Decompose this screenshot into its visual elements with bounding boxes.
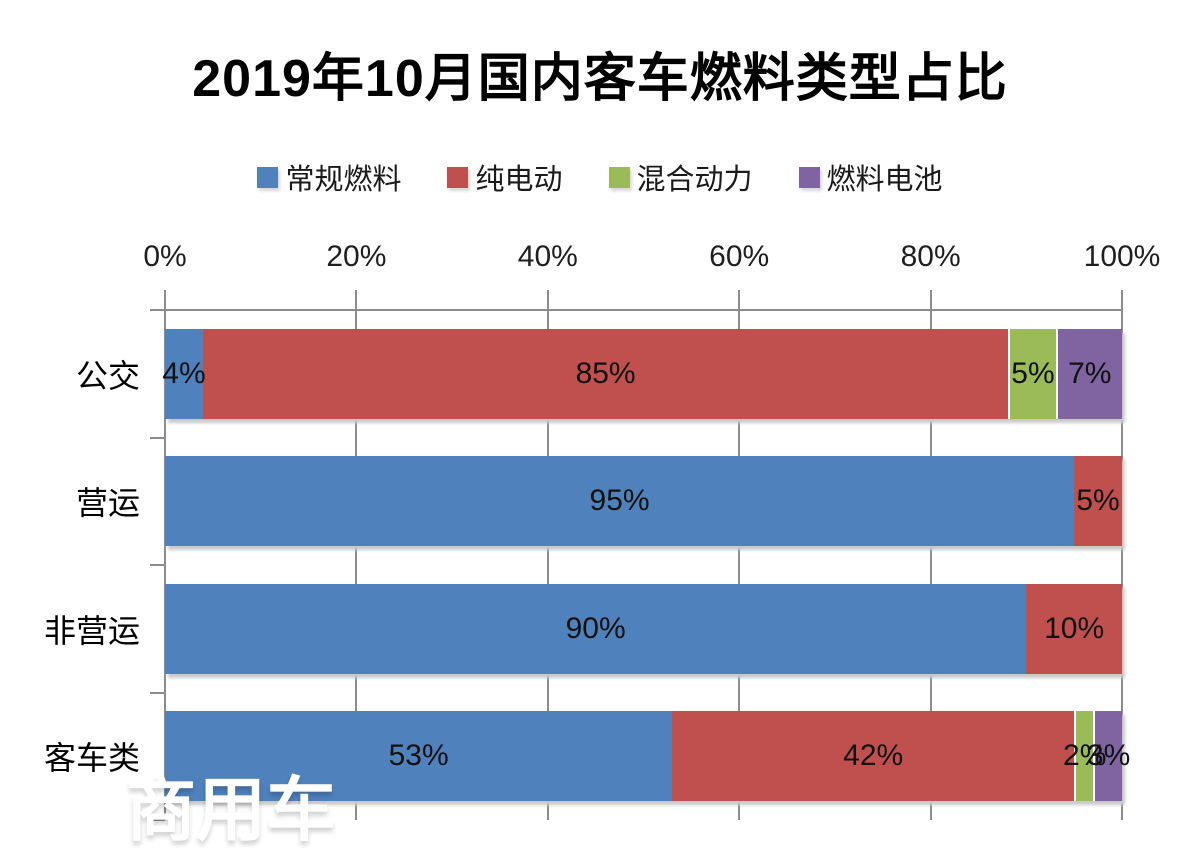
gridline: [929, 290, 932, 820]
bar-row: 90% 10%: [165, 583, 1122, 674]
legend-label: 燃料电池: [826, 164, 943, 196]
legend-item: 纯电动: [447, 156, 563, 198]
y-axis-tick: [150, 691, 165, 694]
legend-label: 混合动力: [636, 164, 753, 196]
legend-item: 混合动力: [608, 156, 753, 198]
bar-segment: 2%: [1063, 711, 1106, 802]
bar-segment: 90%: [165, 583, 1027, 674]
segment-value-label: 90%: [565, 611, 626, 645]
bar-segment: 5%: [1074, 456, 1122, 547]
y-axis-tick: [150, 436, 165, 439]
legend-swatch-icon: [257, 166, 279, 188]
x-tick-label: 60%: [709, 240, 770, 273]
bar-row: 95% 5%: [165, 456, 1122, 547]
segment-value-label: 95%: [589, 484, 650, 518]
bar-segment: 5%: [1008, 328, 1056, 419]
legend-item: 燃料电池: [798, 156, 943, 198]
bar-segment: 7%: [1055, 328, 1122, 419]
segment-value-label: 5%: [1076, 484, 1120, 518]
gridline: [355, 290, 358, 820]
segment-value-label: 5%: [1011, 356, 1055, 390]
bar-row: 4% 85% 5% 7%: [162, 328, 1122, 419]
segment-value-label: 53%: [388, 739, 449, 773]
segment-value-label: 85%: [575, 356, 636, 390]
segment-value-label: 2%: [1063, 739, 1107, 773]
legend-label: 常规燃料: [285, 164, 402, 196]
gridline: [546, 290, 549, 820]
x-tick-label: 80%: [900, 240, 961, 273]
watermark-text: 商用车: [126, 771, 336, 849]
y-axis-tick: [150, 819, 165, 821]
x-tick-label: 0%: [143, 240, 187, 273]
segment-value-label: 7%: [1068, 356, 1112, 390]
x-tick-label: 100%: [1083, 240, 1161, 273]
category-label: 营运: [75, 485, 140, 522]
segment-value-label: 4%: [162, 356, 206, 390]
gridline: [738, 290, 741, 820]
chart-title: 2019年10月国内客车燃料类型占比: [192, 50, 1008, 108]
bar-segment: 3%: [1087, 711, 1130, 802]
legend-swatch-icon: [608, 166, 630, 188]
y-axis-line: [164, 290, 166, 820]
bar-segment: 95%: [165, 456, 1075, 547]
bar-segment: 4%: [162, 328, 206, 419]
y-axis-tick: [150, 564, 165, 566]
segment-value-label: 42%: [843, 739, 904, 773]
y-axis-tick: [150, 309, 165, 311]
bar-segment: 85%: [202, 328, 1009, 419]
category-label: 公交: [75, 357, 140, 394]
x-tick-label: 40%: [517, 240, 578, 273]
bar-segment: 53%: [165, 711, 673, 802]
legend-swatch-icon: [798, 166, 820, 188]
category-label: 客车类: [43, 740, 140, 777]
segment-value-label: 3%: [1086, 739, 1131, 773]
legend-label: 纯电动: [475, 164, 563, 196]
legend: 常规燃料 纯电动 混合动力 燃料电池: [0, 156, 1200, 198]
plot-top-border: [150, 309, 1122, 311]
bar-segment: 42%: [672, 711, 1075, 802]
segment-value-label: 10%: [1044, 611, 1105, 645]
gridline: [1121, 290, 1123, 820]
category-label: 非营运: [43, 612, 140, 649]
x-tick-label: 20%: [326, 240, 387, 273]
bar-row: 53% 42% 2% 3%: [165, 711, 1130, 802]
legend-item: 常规燃料: [257, 156, 401, 198]
bar-segment: 10%: [1026, 583, 1122, 674]
legend-swatch-icon: [447, 166, 469, 188]
plot-area: 4% 85% 5% 7% 95% 5% 90% 10% 53% 42% 2% 3%: [150, 290, 1130, 821]
